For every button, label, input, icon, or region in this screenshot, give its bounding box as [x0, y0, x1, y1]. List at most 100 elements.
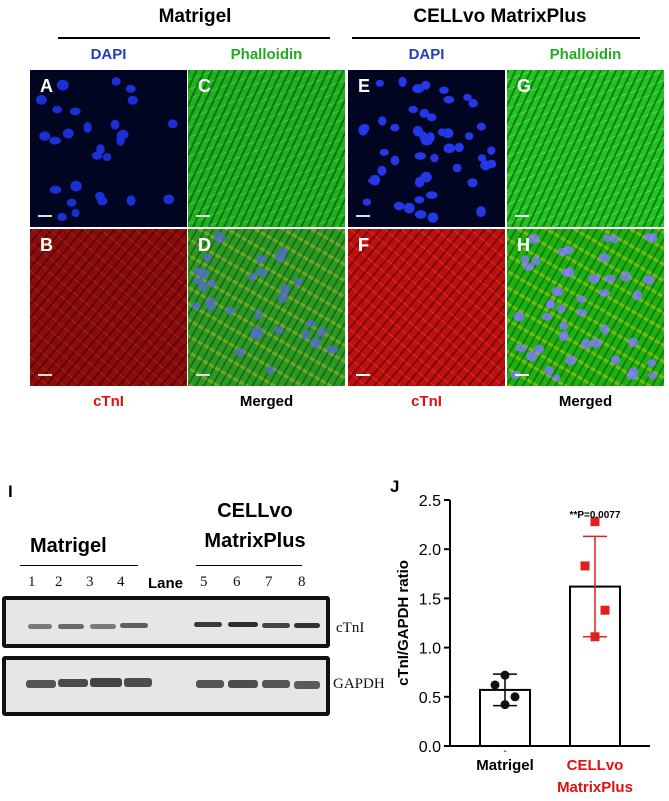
nucleus [412, 84, 424, 94]
panel-letter-d: D [198, 235, 211, 255]
scale-bar [515, 215, 529, 217]
nucleus [127, 95, 138, 105]
scale-bar [356, 215, 370, 217]
panel-b-ctni-matrigel: B [30, 229, 187, 386]
nucleus [427, 113, 437, 122]
nucleus [254, 309, 263, 320]
blot-group-cellvo-line1: CELLvo [217, 500, 293, 522]
nucleus [393, 201, 405, 211]
nucleus [225, 306, 236, 315]
lane-1: 1 [28, 574, 36, 590]
matrigel-group-rule [58, 37, 330, 39]
band [58, 624, 84, 629]
nucleus [603, 234, 612, 242]
nucleus [443, 143, 456, 154]
panel-letter-g: G [517, 76, 532, 96]
nucleus [515, 344, 528, 352]
y-tick-label: 2.0 [419, 542, 441, 559]
nucleus [552, 374, 561, 382]
nucleus [561, 268, 571, 277]
band [262, 680, 290, 688]
panel-c-phalloidin-matrigel: C [188, 70, 345, 227]
nucleus [414, 196, 425, 204]
nucleus [52, 105, 63, 114]
nucleus [39, 131, 51, 141]
nucleus [412, 125, 424, 137]
nucleus [277, 292, 288, 303]
nucleus [301, 329, 311, 340]
nucleus [648, 372, 658, 380]
nucleus [565, 355, 577, 366]
y-axis-label: cTnI/GAPDH ratio [395, 560, 412, 686]
nucleus [69, 107, 81, 116]
nucleus [486, 159, 497, 169]
nucleus [280, 283, 290, 295]
nucleus [398, 76, 407, 87]
blot-row-label-ctni: cTnI [336, 620, 365, 636]
nucleus [126, 195, 136, 206]
label-phalloidin-left: Phalloidin [230, 46, 303, 63]
nucleus [274, 252, 286, 263]
nucleus [379, 148, 389, 156]
nucleus [528, 233, 540, 244]
nucleus [203, 253, 212, 262]
nucleus [256, 255, 267, 264]
nucleus [326, 345, 339, 354]
nucleus [378, 116, 387, 126]
nucleus [426, 191, 438, 199]
y-tick-label: 1.0 [419, 641, 441, 658]
nucleus [531, 256, 541, 266]
nucleus [251, 332, 262, 340]
nucleus [294, 277, 303, 287]
nucleus [421, 135, 433, 146]
nucleus [487, 146, 496, 155]
nucleus [430, 153, 439, 163]
blot-rule-right [196, 565, 302, 566]
lane-2: 2 [55, 574, 63, 590]
nucleus [191, 302, 201, 310]
nucleus [468, 98, 478, 108]
nucleus [477, 154, 487, 162]
blot-group-cellvo-line2: MatrixPlus [204, 530, 306, 552]
nucleus [205, 297, 217, 305]
nucleus [167, 119, 178, 129]
nucleus [452, 163, 462, 173]
nucleus [533, 344, 545, 354]
lane-7: 7 [265, 574, 273, 590]
x-tick-mark: - [503, 746, 506, 757]
scale-bar [38, 374, 52, 376]
nucleus [467, 178, 478, 188]
nuclei-image [358, 76, 497, 223]
nucleus [427, 212, 439, 223]
nucleus [56, 79, 69, 91]
nucleus [206, 303, 216, 311]
nucleus [558, 331, 569, 342]
nucleus [36, 94, 47, 105]
nucleus [588, 273, 600, 284]
panel-letter-f: F [358, 235, 369, 255]
lane-5: 5 [200, 574, 208, 590]
nucleus [610, 234, 619, 244]
nucleus [463, 93, 472, 101]
nucleus [62, 128, 74, 139]
y-tick-label: 0.0 [419, 739, 441, 756]
nucleus [235, 347, 245, 357]
nucleus [590, 338, 602, 348]
panel-letter-j: J [390, 477, 399, 496]
nucleus [49, 136, 61, 145]
panel-letter-h: H [517, 235, 530, 255]
blot-rule-left [20, 565, 138, 566]
label-phalloidin-right: Phalloidin [549, 46, 622, 63]
cellvo-group-title: CELLvo MatrixPlus [413, 6, 587, 27]
nucleus [551, 286, 564, 297]
data-point [490, 680, 500, 690]
nucleus [125, 84, 136, 93]
nucleus [305, 320, 316, 328]
band [90, 624, 116, 629]
nucleus [66, 198, 77, 207]
data-point [600, 605, 610, 615]
nucleus [576, 308, 587, 317]
label-dapi-right: DAPI [408, 46, 445, 63]
nucleus [643, 275, 655, 285]
band [28, 624, 52, 629]
